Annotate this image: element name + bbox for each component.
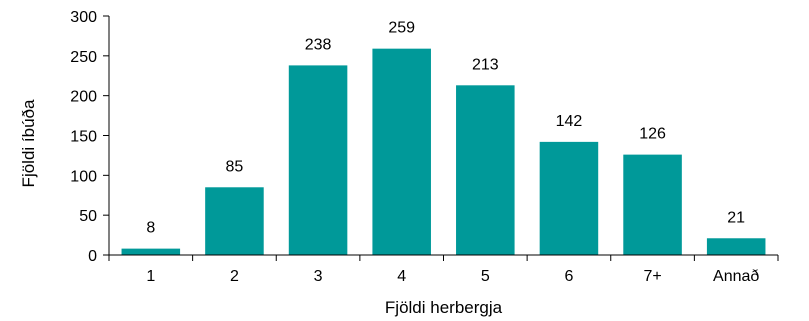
y-tick-label: 50 xyxy=(79,208,97,225)
data-label: 8 xyxy=(146,220,155,237)
x-tick-label: 3 xyxy=(314,268,323,285)
y-tick-label: 200 xyxy=(70,89,97,106)
x-tick-label: 4 xyxy=(397,268,406,285)
x-axis-title: Fjöldi herbergja xyxy=(385,298,503,317)
bar xyxy=(205,187,264,255)
y-tick-label: 100 xyxy=(70,168,97,185)
x-tick-label: 1 xyxy=(146,268,155,285)
y-tick-label: 150 xyxy=(70,129,97,146)
data-label: 85 xyxy=(226,158,244,175)
bar xyxy=(623,154,682,255)
data-label: 259 xyxy=(388,20,415,37)
data-labels-group: 8 85 238 259 213 142 126 21 xyxy=(146,20,745,237)
data-label: 21 xyxy=(727,209,745,226)
data-label: 126 xyxy=(639,126,666,143)
bar xyxy=(456,85,515,255)
bar xyxy=(706,238,766,255)
bar xyxy=(372,48,431,256)
bar xyxy=(539,141,599,255)
x-ticks-group: 1 2 3 4 5 6 7+ Annað xyxy=(108,255,779,285)
x-tick-label: 2 xyxy=(230,268,239,285)
x-tick-label: 7+ xyxy=(643,268,661,285)
data-label: 213 xyxy=(472,56,499,73)
y-ticks-group: 0 50 100 150 200 250 300 xyxy=(70,9,109,265)
y-tick-label: 250 xyxy=(70,49,97,66)
data-label: 238 xyxy=(305,36,332,53)
y-tick-label: 0 xyxy=(88,248,97,265)
bar xyxy=(121,248,181,255)
x-tick-label: 5 xyxy=(481,268,490,285)
data-label: 142 xyxy=(556,113,583,130)
y-tick-label: 300 xyxy=(70,9,97,26)
bars-group xyxy=(121,48,766,256)
x-tick-label: Annað xyxy=(713,268,759,285)
x-tick-label: 6 xyxy=(564,268,573,285)
y-axis-title: Fjöldi íbúða xyxy=(19,99,38,187)
bar xyxy=(288,65,348,255)
